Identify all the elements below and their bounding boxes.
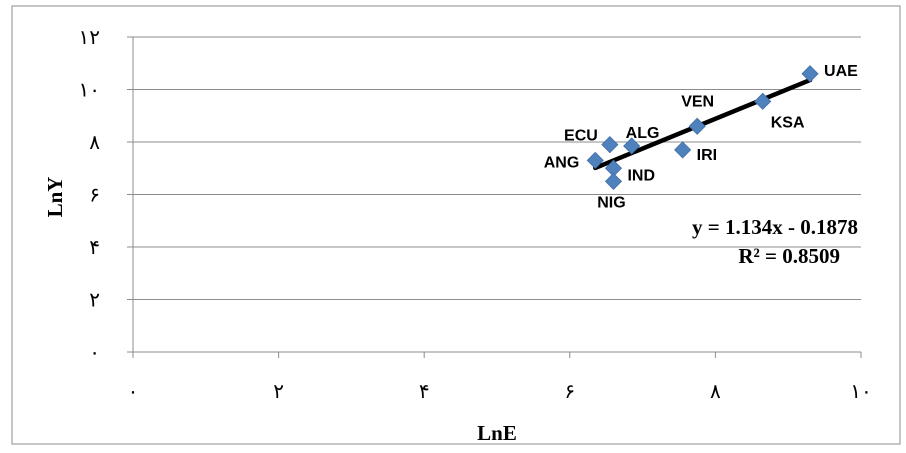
point-label-nig: NIG [597,194,625,211]
axes [127,36,862,358]
point-label-iri: IRI [697,147,717,164]
y-tick-label-8: ٨ [89,132,100,154]
point-label-ang: ANG [544,154,580,171]
point-labels: UAE KSA VEN IRI ALG ECU IND ANG NIG [544,63,858,212]
data-point-iri [674,141,692,159]
data-point-uae [801,65,819,83]
trendline-equation: y = 1.134x - 0.1878 [692,215,858,239]
tick-labels: ٠ ٢ ۴ ۶ ٨ ١٠ ١٢ ٠ ٢ ۴ ۶ ٨ ١٠ [79,27,872,403]
x-tick-label-6: ۶ [564,381,575,403]
y-tick-label-2: ٢ [89,290,100,312]
y-tick-label-10: ١٠ [79,80,100,102]
point-label-ind: IND [627,167,655,184]
x-tick-label-10: ١٠ [850,381,871,403]
x-axis-title: LnE [477,421,517,445]
data-point-ksa [754,92,772,110]
point-label-uae: UAE [824,63,858,80]
point-label-ksa: KSA [771,114,805,131]
x-tick-label-2: ٢ [273,381,284,403]
y-tick-label-4: ۴ [89,237,100,259]
x-tick-label-8: ٨ [710,381,721,403]
y-tick-label-6: ۶ [89,185,100,207]
gridlines [133,36,861,300]
chart-border [11,5,901,445]
y-axis-title: LnY [43,177,67,218]
point-label-ven: VEN [681,93,714,110]
data-point-ecu [601,136,619,154]
data-point-nig [604,172,623,190]
y-tick-label-0: ٠ [89,342,100,364]
point-label-alg: ALG [626,125,660,142]
x-tick-label-0: ٠ [128,381,139,403]
x-tick-label-4: ۴ [419,381,430,403]
data-point-ven [688,117,706,135]
data-point-alg [623,137,641,155]
point-label-ecu: ECU [564,128,598,145]
y-tick-label-12: ١٢ [79,27,100,49]
r-squared-label: R² = 0.8509 [738,244,840,268]
data-points [586,65,819,190]
data-point-ang [586,151,604,169]
